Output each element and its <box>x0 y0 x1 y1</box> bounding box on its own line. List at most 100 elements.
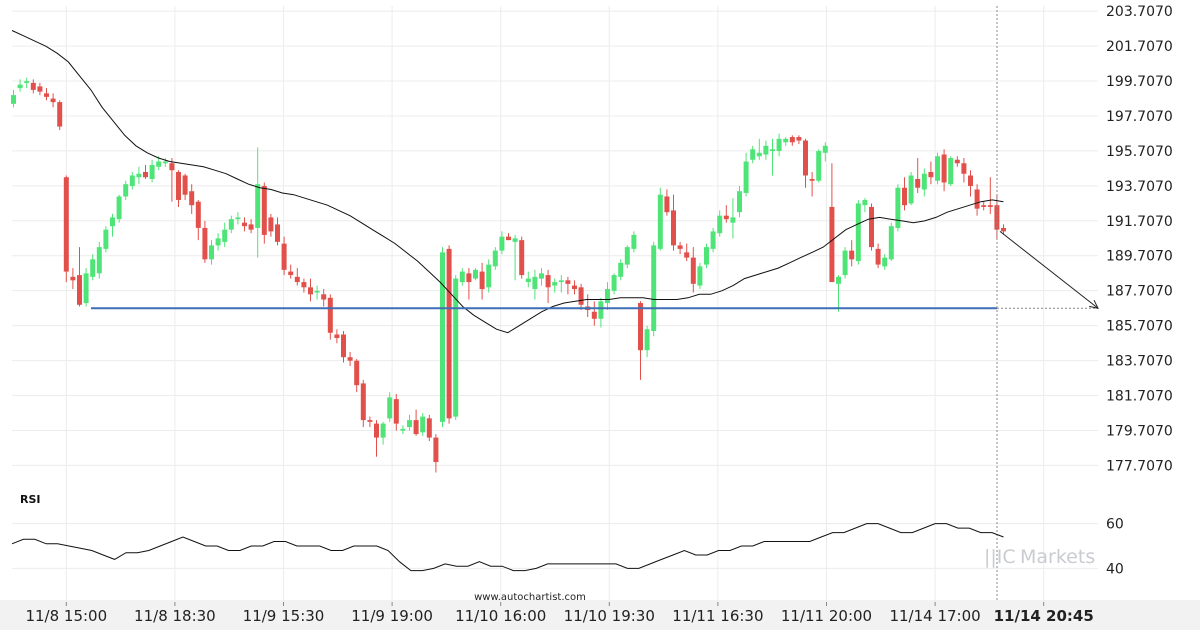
candle-20 <box>143 165 148 179</box>
candle-body <box>822 145 828 153</box>
candle-26 <box>182 173 188 200</box>
candle-61 <box>413 409 419 436</box>
candle-body <box>525 278 531 283</box>
candle-body <box>578 287 584 305</box>
candle-150 <box>1001 224 1006 235</box>
candle-body <box>717 215 723 234</box>
candle-108 <box>723 205 729 223</box>
candle-129 <box>862 198 868 213</box>
candle-115 <box>770 138 775 176</box>
candle-78 <box>525 271 531 288</box>
candle-24 <box>169 158 175 202</box>
candle-body <box>420 416 426 433</box>
rsi-label: RSI <box>20 493 41 506</box>
candle-131 <box>875 243 881 269</box>
y-tick-label-10: 183.7070 <box>1106 354 1173 370</box>
candle-body <box>849 250 855 260</box>
candle-97 <box>651 241 657 337</box>
candle-56 <box>380 421 386 445</box>
y-tick-label-3: 197.7070 <box>1106 109 1173 125</box>
candle-body <box>981 205 987 207</box>
candle-body <box>803 140 808 176</box>
y-tick-label-4: 195.7070 <box>1106 144 1173 160</box>
candle-25 <box>176 170 181 207</box>
candle-103 <box>690 247 696 293</box>
candle-42 <box>288 264 294 279</box>
candle-1 <box>17 79 23 92</box>
candle-84 <box>565 276 571 295</box>
candle-body <box>750 149 756 160</box>
candle-81 <box>545 269 551 304</box>
candle-4 <box>37 82 43 96</box>
candle-body <box>684 252 690 258</box>
candle-119 <box>796 135 802 145</box>
brand-watermark: ||IC Markets <box>984 546 1095 568</box>
candle-52 <box>354 358 360 393</box>
x-axis: 11/8 15:00 11/8 18:30 11/9 15:30 11/9 19:00… <box>25 602 1094 625</box>
candle-body <box>453 278 459 417</box>
candle-10 <box>77 247 82 307</box>
candle-55 <box>374 420 379 457</box>
candle-90 <box>605 282 610 311</box>
candle-body <box>129 175 135 186</box>
candle-body <box>96 247 102 274</box>
candle-body <box>908 175 914 204</box>
candle-body <box>367 420 373 422</box>
candle-75 <box>506 233 511 241</box>
candle-body <box>334 334 340 338</box>
candle-body <box>928 171 934 178</box>
candle-body <box>572 285 577 290</box>
candle-body <box>987 205 993 207</box>
candle-51 <box>347 351 353 366</box>
candle-body <box>776 138 782 152</box>
candle-34 <box>235 212 241 225</box>
candle-98 <box>657 187 663 251</box>
candle-body <box>697 266 703 286</box>
candle-147 <box>981 201 987 211</box>
x-tick-label-7: 11/11 20:00 <box>781 607 872 625</box>
candle-body <box>552 282 558 286</box>
candle-32 <box>222 222 228 248</box>
candle-57 <box>387 392 393 422</box>
candle-48 <box>327 294 333 340</box>
candle-body <box>261 185 267 235</box>
candle-112 <box>750 145 756 164</box>
candle-45 <box>308 278 313 302</box>
candle-body <box>591 311 597 319</box>
candle-16 <box>116 194 122 223</box>
candle-104 <box>697 262 703 290</box>
candle-93 <box>624 245 630 269</box>
candle-144 <box>961 158 967 183</box>
candle-body <box>664 196 670 213</box>
candle-body <box>426 418 432 438</box>
rsi-tick-label-1: 40 <box>1106 561 1124 577</box>
candle-body <box>360 383 366 421</box>
candle-body <box>492 250 498 267</box>
candle-body <box>829 206 835 283</box>
candle-64 <box>433 434 439 473</box>
candle-148 <box>987 177 993 214</box>
candle-59 <box>400 425 406 435</box>
candle-74 <box>499 231 505 255</box>
x-axis-band <box>0 600 1200 630</box>
x-tick-label-9: 11/14 20:45 <box>994 607 1094 625</box>
candle-body <box>499 236 505 251</box>
candle-body <box>248 224 254 230</box>
candle-body <box>30 82 36 90</box>
x-tick-label-0: 11/8 15:00 <box>25 607 107 625</box>
candle-body <box>169 163 175 171</box>
candle-145 <box>968 170 973 197</box>
candle-92 <box>618 259 624 281</box>
candle-21 <box>149 159 155 183</box>
candle-body <box>611 275 617 291</box>
candle-body <box>763 145 769 155</box>
candle-body <box>941 154 947 183</box>
candle-88 <box>591 301 597 326</box>
candle-body <box>143 171 148 178</box>
candle-137 <box>915 158 921 193</box>
candle-126 <box>842 247 848 279</box>
candle-27 <box>189 184 195 214</box>
candle-110 <box>737 185 742 218</box>
candle-body <box>743 161 749 193</box>
